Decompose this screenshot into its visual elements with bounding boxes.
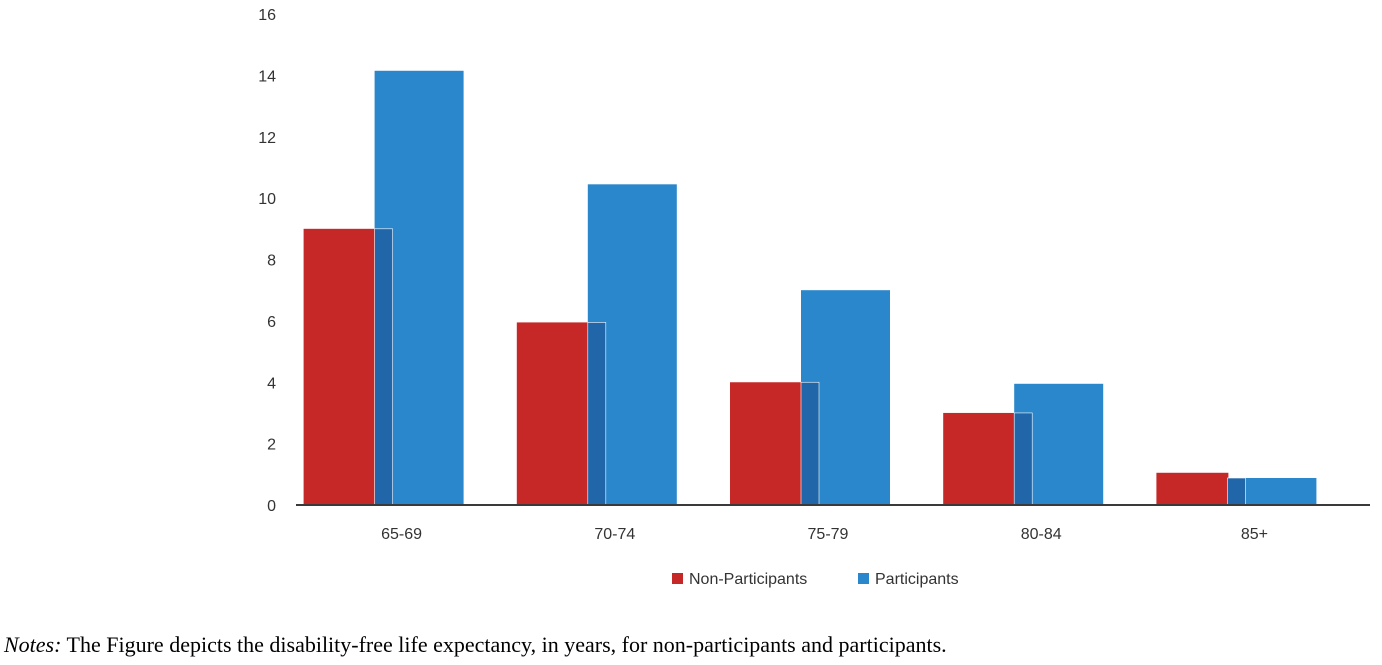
x-tick-label: 75-79 <box>808 526 849 543</box>
legend-label-non-participants: Non-Participants <box>689 571 807 588</box>
y-tick-label: 12 <box>258 130 276 147</box>
y-tick-label: 6 <box>267 314 276 331</box>
legend-swatch-non-participants <box>672 573 683 584</box>
bar-overlap-70-74 <box>587 322 607 506</box>
bar-overlap-75-79 <box>800 381 820 506</box>
figure-notes: Notes: The Figure depicts the disability… <box>4 632 947 658</box>
x-tick-label: 65-69 <box>381 526 422 543</box>
y-tick-label: 10 <box>258 191 276 208</box>
bar-overlap-65-69 <box>374 228 393 506</box>
y-tick-label: 16 <box>258 7 276 24</box>
legend-label-participants: Participants <box>875 571 959 588</box>
bar-non-participants-65-69 <box>303 228 376 505</box>
bar-non-participants-80-84 <box>943 412 1016 505</box>
notes-text: The Figure depicts the disability-free l… <box>61 632 947 657</box>
legend-swatch-participants <box>858 573 869 584</box>
y-tick-label: 14 <box>258 68 276 85</box>
y-axis-ticks: 0 2 4 6 8 10 12 14 16 <box>258 7 276 515</box>
bar-chart: 0 2 4 6 8 10 12 14 16 65-69 70-74 75-79 80-84 85+ No… <box>258 7 1370 588</box>
y-tick-label: 0 <box>267 498 276 515</box>
x-axis-ticks: 65-69 70-74 75-79 80-84 85+ <box>381 526 1268 543</box>
bar-non-participants-70-74 <box>516 322 589 505</box>
bar-overlap-85+ <box>1227 477 1246 506</box>
x-tick-label: 70-74 <box>594 526 635 543</box>
y-tick-label: 2 <box>267 437 276 454</box>
legend: Non-Participants Participants <box>672 571 959 588</box>
y-tick-label: 8 <box>267 253 276 270</box>
bar-non-participants-85+ <box>1156 472 1229 505</box>
bar-overlap-80-84 <box>1013 412 1033 506</box>
notes-lead: Notes: <box>4 632 62 657</box>
x-tick-label: 85+ <box>1241 526 1268 543</box>
bar-non-participants-75-79 <box>730 382 802 505</box>
bars-group <box>303 70 1317 506</box>
x-tick-label: 80-84 <box>1021 526 1062 543</box>
y-tick-label: 4 <box>267 375 276 392</box>
